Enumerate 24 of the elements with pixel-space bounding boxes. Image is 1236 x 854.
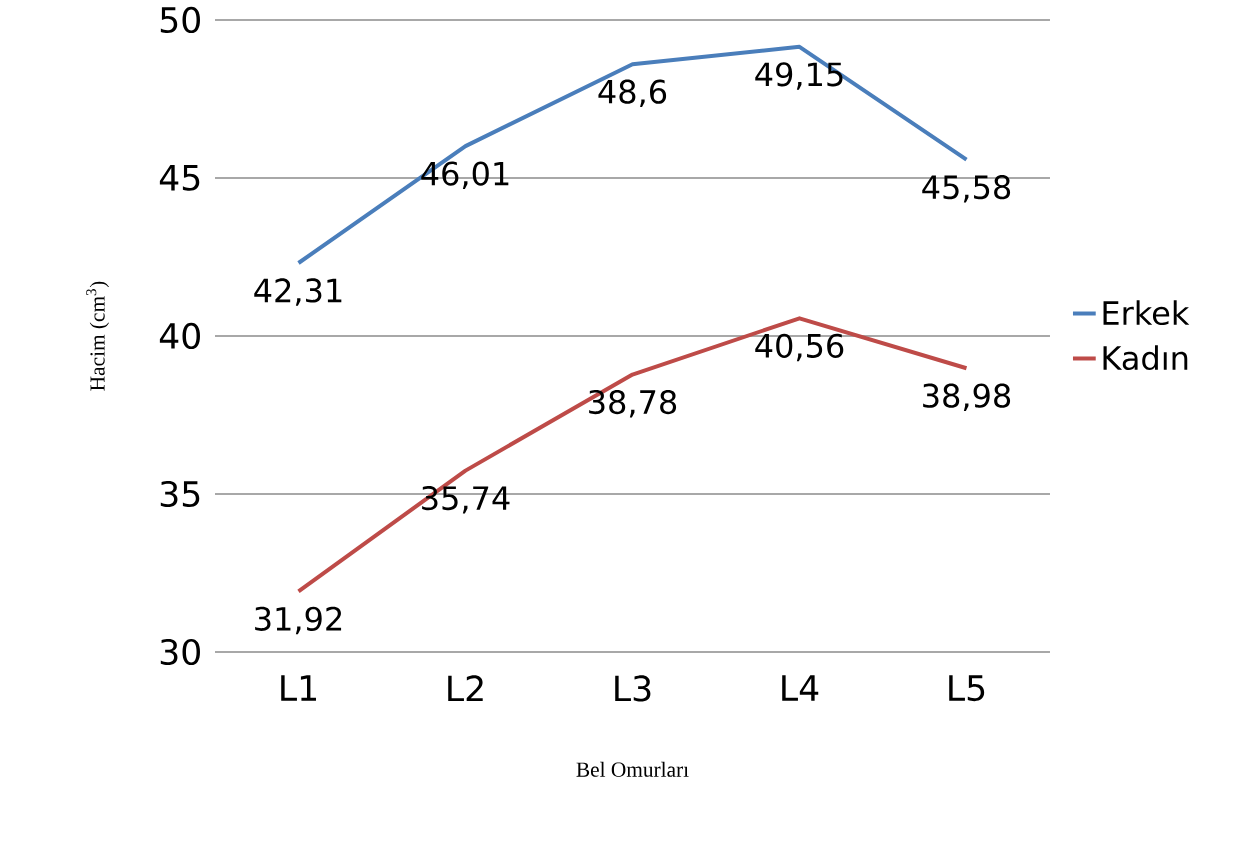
data-label: 42,31 bbox=[254, 278, 342, 306]
data-label: 46,01 bbox=[421, 161, 509, 189]
x-axis-title: Bel Omurları bbox=[576, 761, 689, 777]
x-tick-label: L5 bbox=[949, 675, 985, 702]
data-label: 49,15 bbox=[755, 62, 843, 90]
y-tick-label: 45 bbox=[159, 165, 200, 191]
data-label: 35,74 bbox=[422, 485, 510, 514]
x-tick-label: L4 bbox=[782, 675, 819, 701]
legend-label: Kadın bbox=[1103, 345, 1188, 371]
y-tick-label: 35 bbox=[160, 480, 200, 508]
data-label: 48,6 bbox=[598, 79, 667, 108]
data-label: 31,92 bbox=[255, 606, 342, 635]
x-tick-label: L3 bbox=[615, 675, 651, 702]
data-label: 38,78 bbox=[589, 389, 677, 418]
y-tick-label: 40 bbox=[159, 322, 200, 350]
x-tick-label: L2 bbox=[448, 675, 483, 702]
y-axis-title: Hacim (cm$^{3}$) bbox=[86, 281, 110, 391]
data-label: 38,98 bbox=[923, 383, 1011, 412]
y-tick-label: 50 bbox=[160, 6, 200, 34]
y-tick-label: 30 bbox=[160, 638, 200, 666]
data-label: 40,56 bbox=[755, 333, 844, 362]
x-tick-label: L1 bbox=[281, 675, 316, 701]
data-label: 45,58 bbox=[922, 175, 1011, 203]
legend-label: Erkek bbox=[1103, 300, 1190, 326]
